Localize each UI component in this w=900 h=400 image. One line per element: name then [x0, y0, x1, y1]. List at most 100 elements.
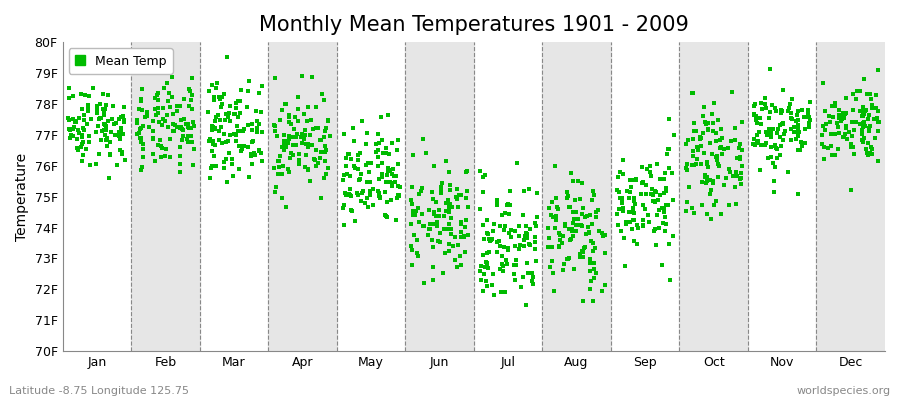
Point [649, 188, 663, 195]
Point [574, 210, 589, 217]
Point [204, 163, 219, 169]
Point [154, 143, 168, 149]
Point [77, 127, 92, 134]
Point [220, 138, 235, 144]
Point [591, 228, 606, 234]
Point [746, 140, 760, 147]
Point [405, 262, 419, 268]
Point [115, 149, 130, 156]
Point [411, 191, 426, 197]
Point [472, 268, 487, 274]
Legend: Mean Temp: Mean Temp [68, 48, 173, 74]
Point [277, 132, 292, 138]
Point [576, 249, 590, 255]
Point [301, 144, 315, 150]
Point [381, 168, 395, 174]
Point [235, 146, 249, 153]
Point [434, 187, 448, 194]
Point [821, 145, 835, 151]
Point [710, 153, 724, 159]
Point [529, 214, 544, 220]
Point [304, 117, 319, 123]
Point [776, 121, 790, 127]
Point [480, 283, 494, 290]
Point [700, 178, 715, 185]
Point [208, 118, 222, 124]
Point [174, 117, 188, 124]
Point [309, 104, 323, 110]
Point [142, 124, 157, 130]
Point [554, 240, 569, 246]
Point [509, 160, 524, 166]
Point [64, 132, 78, 138]
Point [865, 105, 879, 112]
Point [763, 144, 778, 150]
Point [589, 209, 603, 215]
Point [230, 100, 244, 106]
Bar [268, 42, 337, 351]
Point [859, 107, 873, 113]
Point [272, 158, 286, 164]
Point [390, 147, 404, 153]
Point [652, 207, 666, 214]
Point [803, 99, 817, 105]
Point [341, 151, 356, 157]
Point [698, 104, 712, 111]
Point [186, 118, 201, 125]
Point [76, 112, 91, 118]
Point [639, 191, 653, 198]
Point [864, 95, 878, 102]
Point [77, 116, 92, 123]
Point [294, 72, 309, 79]
Point [254, 109, 268, 115]
Point [701, 126, 716, 132]
Point [473, 276, 488, 283]
Point [389, 173, 403, 179]
Point [500, 247, 515, 253]
Point [291, 94, 305, 100]
Point [441, 221, 455, 227]
Point [181, 138, 195, 145]
Point [410, 237, 425, 244]
Point [612, 188, 626, 195]
Point [385, 183, 400, 189]
Point [734, 141, 748, 147]
Point [227, 131, 241, 138]
Point [70, 135, 85, 142]
Point [116, 131, 130, 137]
Point [567, 216, 581, 222]
Point [75, 132, 89, 138]
Point [314, 91, 328, 98]
Point [318, 128, 332, 134]
Point [682, 184, 697, 190]
Point [713, 144, 727, 151]
Point [274, 106, 289, 113]
Point [430, 220, 445, 227]
Point [76, 138, 91, 145]
Point [364, 160, 379, 166]
Point [289, 142, 303, 148]
Point [161, 90, 176, 96]
Point [570, 222, 584, 229]
Point [558, 222, 572, 229]
Point [497, 227, 511, 233]
Point [828, 152, 842, 158]
Point [241, 87, 256, 94]
Point [576, 254, 590, 260]
Point [458, 194, 473, 201]
Point [634, 164, 649, 170]
Point [230, 114, 245, 120]
Point [654, 262, 669, 268]
Point [268, 189, 283, 196]
Point [207, 153, 221, 159]
Point [568, 196, 582, 203]
Point [391, 192, 405, 198]
Point [870, 157, 885, 164]
Point [433, 238, 447, 245]
Point [481, 231, 495, 238]
Point [245, 139, 259, 145]
Point [347, 137, 362, 144]
Point [313, 137, 328, 144]
Point [427, 162, 441, 169]
Point [174, 124, 188, 130]
